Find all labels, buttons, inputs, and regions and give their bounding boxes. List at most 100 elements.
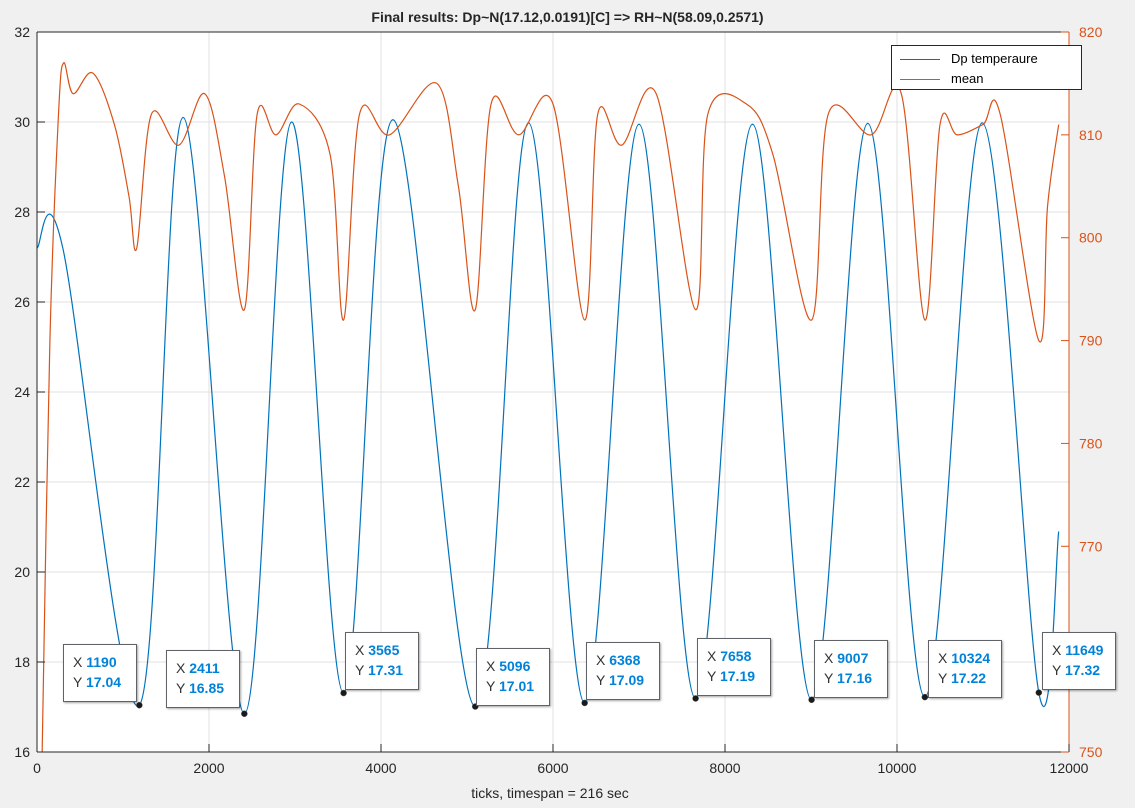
datatip-x-row: X 7658 — [707, 646, 770, 666]
datatip-box[interactable]: X 6368 Y 17.09 — [586, 642, 660, 700]
y2-tick-label: 810 — [1079, 127, 1103, 143]
y2-tick-label: 770 — [1079, 538, 1103, 554]
x-tick-label: 4000 — [365, 760, 396, 776]
datatip-x-label: X — [824, 650, 834, 666]
legend-entry-mean: mean — [892, 71, 1081, 89]
datatip-x-label: X — [1052, 642, 1062, 658]
series-line-mean — [41, 62, 1060, 753]
datatip-marker — [241, 710, 248, 717]
datatip-y-label: Y — [355, 662, 365, 678]
datatip-box[interactable]: X 10324 Y 17.22 — [928, 640, 1002, 698]
datatip-y-value: 17.09 — [608, 672, 645, 688]
y2-tick-label: 750 — [1079, 744, 1103, 760]
datatip-marker — [921, 693, 929, 701]
datatip-x-value: 10324 — [951, 650, 991, 666]
legend-label-mean: mean — [951, 71, 984, 86]
datatip-y-value: 17.04 — [85, 674, 122, 690]
datatip-x-label: X — [176, 660, 186, 676]
datatip-box[interactable]: X 3565 Y 17.31 — [345, 632, 419, 690]
datatip-box[interactable]: X 1190 Y 17.04 — [63, 644, 137, 702]
y-tick-label: 16 — [14, 744, 30, 760]
x-tick-label: 10000 — [878, 760, 917, 776]
legend-label-dp: Dp temperaure — [951, 51, 1038, 66]
datatip-y-value: 17.19 — [719, 668, 756, 684]
datatip-y-row: Y 17.22 — [938, 668, 1001, 688]
y-tick-label: 28 — [14, 204, 30, 220]
legend-entry-dp: Dp temperaure — [892, 51, 1081, 69]
datatip-y-row: Y 17.31 — [355, 660, 418, 680]
x-tick-label: 0 — [33, 760, 41, 776]
series-line-dp-temperature — [36, 116, 1060, 715]
datatip-x-label: X — [596, 652, 606, 668]
datatip-box[interactable]: X 11649 Y 17.32 — [1042, 632, 1116, 690]
x-tick-label: 8000 — [709, 760, 740, 776]
datatip-x-label: X — [355, 642, 365, 658]
datatip-marker — [808, 696, 815, 704]
datatip-box[interactable]: X 9007 Y 17.16 — [814, 640, 888, 698]
datatip-y-label: Y — [73, 674, 83, 690]
datatip-y-row: Y 17.09 — [596, 670, 659, 690]
datatip-x-value: 3565 — [368, 642, 400, 658]
datatip-marker — [581, 699, 588, 707]
y2-tick-label: 780 — [1079, 435, 1103, 451]
y-tick-label: 22 — [14, 474, 30, 490]
y-tick-label: 18 — [14, 654, 30, 670]
datatip-x-value: 2411 — [189, 660, 220, 676]
y2-tick-label: 800 — [1079, 230, 1103, 246]
datatip-x-value: 11649 — [1065, 642, 1104, 658]
legend[interactable]: Dp temperaure mean — [891, 45, 1082, 90]
datatip-y-value: 17.22 — [950, 670, 987, 686]
chart-title: Final results: Dp~N(17.12,0.0191)[C] => … — [371, 9, 764, 25]
datatip-y-row: Y 17.01 — [486, 676, 549, 696]
y-tick-label: 24 — [14, 384, 30, 400]
datatip-x-value: 7658 — [720, 648, 752, 664]
datatip-y-value: 17.16 — [836, 670, 873, 686]
datatip-x-label: X — [707, 648, 717, 664]
datatip-x-row: X 10324 — [938, 648, 1001, 668]
datatip-marker — [136, 701, 143, 709]
datatip-x-label: X — [938, 650, 948, 666]
y2-tick-label: 820 — [1079, 24, 1103, 40]
x-tick-label: 6000 — [537, 760, 568, 776]
datatip-marker — [1035, 689, 1043, 696]
y-tick-label: 26 — [14, 294, 30, 310]
legend-swatch-dp — [900, 59, 940, 60]
datatip-y-value: 17.32 — [1064, 662, 1101, 678]
datatip-y-label: Y — [1052, 662, 1062, 678]
datatip-y-label: Y — [707, 668, 717, 684]
y-tick-label: 20 — [14, 564, 30, 580]
y-tick-label: 32 — [14, 24, 30, 40]
datatip-y-label: Y — [486, 678, 496, 694]
x-tick-label: 2000 — [193, 760, 224, 776]
datatip-box[interactable]: X 5096 Y 17.01 — [476, 648, 550, 706]
datatip-y-row: Y 17.16 — [824, 668, 887, 688]
datatip-x-label: X — [73, 654, 83, 670]
datatip-y-label: Y — [176, 680, 186, 696]
datatip-x-value: 6368 — [609, 652, 641, 668]
datatip-y-value: 16.85 — [188, 680, 225, 696]
datatip-x-row: X 2411 — [176, 658, 239, 678]
datatip-y-value: 17.01 — [498, 678, 535, 694]
datatip-x-row: X 1190 — [73, 652, 136, 672]
datatip-y-label: Y — [824, 670, 834, 686]
datatip-box[interactable]: X 7658 Y 17.19 — [697, 638, 771, 696]
datatip-y-label: Y — [938, 670, 948, 686]
datatip-x-row: X 11649 — [1052, 640, 1115, 660]
x-tick-label: 12000 — [1050, 760, 1089, 776]
datatip-marker — [692, 695, 699, 702]
datatip-y-label: Y — [596, 672, 606, 688]
datatip-x-row: X 3565 — [355, 640, 418, 660]
datatip-y-row: Y 17.19 — [707, 666, 770, 686]
datatip-marker — [340, 689, 347, 697]
datatip-x-row: X 6368 — [596, 650, 659, 670]
datatip-x-value: 1190 — [86, 654, 117, 670]
datatip-y-row: Y 17.32 — [1052, 660, 1115, 680]
x-axis-label: ticks, timespan = 216 sec — [471, 785, 629, 801]
datatip-box[interactable]: X 2411 Y 16.85 — [166, 650, 240, 708]
datatip-x-row: X 9007 — [824, 648, 887, 668]
datatip-x-value: 9007 — [837, 650, 869, 666]
y2-tick-label: 790 — [1079, 333, 1103, 349]
legend-swatch-mean — [900, 79, 940, 80]
datatip-y-row: Y 16.85 — [176, 678, 239, 698]
